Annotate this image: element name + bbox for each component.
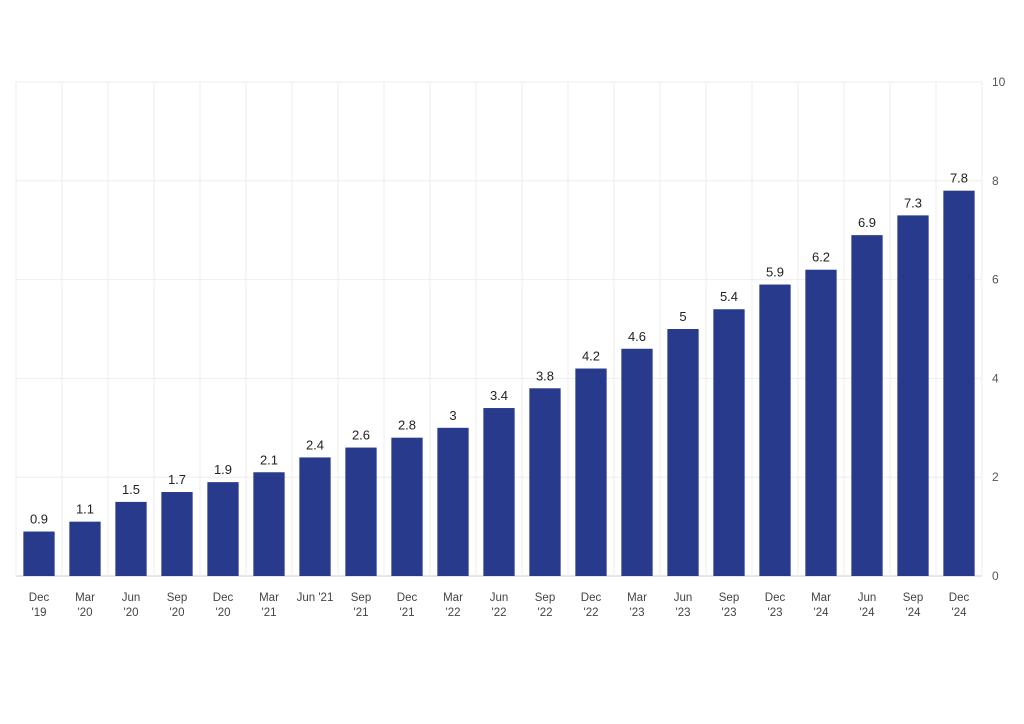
x-tick-label: Jun '21 xyxy=(297,592,334,604)
x-tick-label: '24 xyxy=(906,607,922,619)
x-tick-label: Jun xyxy=(490,592,509,604)
data-label: 3.8 xyxy=(536,368,554,383)
bar xyxy=(345,447,377,576)
y-tick-label: 6 xyxy=(992,273,999,287)
x-tick-label: '22 xyxy=(446,607,461,619)
bar xyxy=(253,472,285,576)
y-tick-label: 4 xyxy=(992,371,999,385)
x-tick-label: '19 xyxy=(32,607,47,619)
data-label: 6.9 xyxy=(858,215,876,230)
x-tick-label: '21 xyxy=(354,607,369,619)
x-tick-label: Mar xyxy=(443,592,463,604)
x-tick-label: '23 xyxy=(722,607,737,619)
data-label: 1.7 xyxy=(168,472,186,487)
bar xyxy=(299,457,331,576)
y-tick-label: 10 xyxy=(992,75,1006,89)
data-label: 2.8 xyxy=(398,418,416,433)
bar xyxy=(759,284,791,576)
data-label: 0.9 xyxy=(30,512,48,527)
x-tick-label: Mar xyxy=(75,592,95,604)
x-tick-label: Jun xyxy=(122,592,141,604)
bar xyxy=(713,309,745,576)
x-tick-label: '20 xyxy=(216,607,231,619)
x-tick-label: '21 xyxy=(400,607,415,619)
x-tick-label: '24 xyxy=(952,607,968,619)
x-tick-label: Sep xyxy=(351,592,371,604)
bar xyxy=(391,437,423,576)
y-tick-label: 2 xyxy=(992,470,999,484)
data-label: 7.3 xyxy=(904,195,922,210)
data-label: 7.8 xyxy=(950,171,968,186)
bar xyxy=(437,427,469,576)
x-tick-label: '22 xyxy=(492,607,507,619)
x-tick-label: Dec xyxy=(949,592,970,604)
x-tick-label: Mar xyxy=(259,592,279,604)
data-label: 3.4 xyxy=(490,388,508,403)
bar xyxy=(207,482,239,576)
gridlines xyxy=(15,81,983,577)
y-tick-label: 8 xyxy=(992,174,999,188)
bar xyxy=(621,348,653,576)
data-label: 1.9 xyxy=(214,462,232,477)
data-label: 1.5 xyxy=(122,482,140,497)
data-label: 3 xyxy=(449,408,456,423)
x-tick-label: '20 xyxy=(170,607,185,619)
x-tick-label: '24 xyxy=(860,607,876,619)
data-label: 2.6 xyxy=(352,428,370,443)
x-tick-label: Dec xyxy=(213,592,234,604)
bar xyxy=(667,329,699,576)
bar xyxy=(529,388,561,576)
x-tick-label: Mar xyxy=(811,592,831,604)
x-tick-label: '20 xyxy=(124,607,139,619)
data-label: 4.2 xyxy=(582,349,600,364)
x-tick-label: Sep xyxy=(719,592,739,604)
bars xyxy=(23,190,975,576)
x-tick-label: '21 xyxy=(262,607,277,619)
x-tick-label: '24 xyxy=(814,607,830,619)
data-label: 2.1 xyxy=(260,452,278,467)
bar xyxy=(69,521,101,576)
x-tick-label: Dec xyxy=(29,592,50,604)
data-label: 5 xyxy=(679,309,686,324)
bar xyxy=(943,190,975,576)
data-label: 2.4 xyxy=(306,437,324,452)
bar xyxy=(483,408,515,576)
data-label: 1.1 xyxy=(76,502,94,517)
bar xyxy=(805,269,837,576)
x-tick-label: Jun xyxy=(674,592,693,604)
y-tick-label: 0 xyxy=(992,569,999,583)
bar xyxy=(575,368,607,576)
bar xyxy=(115,501,147,576)
x-tick-label: Mar xyxy=(627,592,647,604)
x-tick-label: Sep xyxy=(903,592,923,604)
x-tick-label: Jun xyxy=(858,592,877,604)
x-tick-label: '20 xyxy=(78,607,93,619)
data-label: 5.4 xyxy=(720,289,738,304)
bar xyxy=(897,215,929,576)
x-tick-label: Sep xyxy=(535,592,555,604)
x-axis: Dec '19 Mar '20 Jun '20 Sep '20 Dec '20 Mar '21 Jun … xyxy=(29,592,970,619)
bar xyxy=(851,235,883,576)
bar xyxy=(23,531,55,576)
x-tick-label: '22 xyxy=(538,607,553,619)
data-label: 5.9 xyxy=(766,265,784,280)
data-label: 4.6 xyxy=(628,329,646,344)
x-tick-label: Sep xyxy=(167,592,187,604)
x-tick-label: Dec xyxy=(765,592,786,604)
x-tick-label: '23 xyxy=(630,607,645,619)
x-tick-label: '22 xyxy=(584,607,599,619)
y-axis: 0 2 4 6 8 10 xyxy=(992,75,1006,583)
x-tick-label: Dec xyxy=(397,592,418,604)
data-label: 6.2 xyxy=(812,250,830,265)
x-tick-label: '23 xyxy=(676,607,691,619)
x-tick-label: '23 xyxy=(768,607,783,619)
x-tick-label: Dec xyxy=(581,592,602,604)
data-labels: 0.9 1.1 1.5 1.7 1.9 2.1 2.4 2.6 2.8 3 3.4 3.8 4.2 4.6… xyxy=(30,171,968,527)
bar xyxy=(161,492,193,576)
